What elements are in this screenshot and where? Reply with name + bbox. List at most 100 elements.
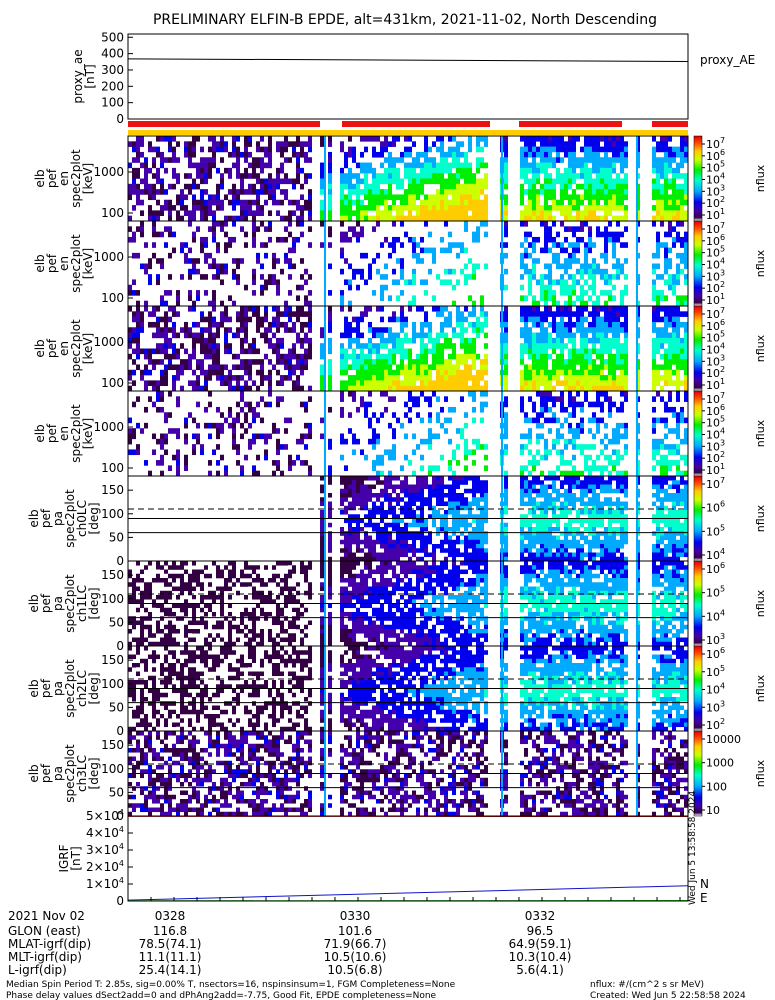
spec-cell <box>196 332 200 339</box>
spec-cell <box>280 484 284 490</box>
spec-cell <box>240 226 244 232</box>
spec-cell <box>536 236 540 243</box>
spec-cell <box>280 311 284 317</box>
spec-cell <box>244 141 248 147</box>
spec-cell <box>144 348 148 355</box>
spec-cell <box>228 151 232 158</box>
spec-cell <box>388 183 392 190</box>
spec-cell <box>268 391 272 397</box>
spec-cell <box>540 215 544 222</box>
spec-cell <box>264 284 268 291</box>
spec-cell <box>156 146 160 153</box>
spec-cell <box>524 316 528 323</box>
spec-cell <box>528 343 532 349</box>
spec-cell <box>308 141 312 147</box>
spec-cell <box>524 136 528 142</box>
spec-cell <box>152 514 156 519</box>
spec-cell <box>540 380 544 386</box>
spec-cell <box>468 385 472 392</box>
spec-cell <box>340 189 344 195</box>
spec-cell <box>460 327 464 333</box>
spec-cell <box>596 205 600 211</box>
spec-cell <box>240 548 244 553</box>
spec-cell <box>432 141 436 147</box>
spec-cell <box>392 242 396 248</box>
spec-cell <box>580 210 584 216</box>
spec-cell <box>144 306 148 312</box>
spec-cell <box>172 484 176 490</box>
spec-cell <box>672 327 676 333</box>
spec-cell <box>360 385 364 392</box>
spec-cell <box>276 460 280 466</box>
spec-cell <box>560 279 564 286</box>
spec-cell <box>656 295 660 301</box>
spec-cell <box>240 173 244 179</box>
spec-cell <box>664 306 668 312</box>
spec-cell <box>252 242 256 248</box>
spec-cell <box>664 348 668 355</box>
spec-cell <box>140 535 144 541</box>
spec-cell <box>436 205 440 211</box>
spec-cell <box>212 476 216 481</box>
spec-cell <box>412 380 416 386</box>
spec-cell <box>616 380 620 386</box>
spec-cell <box>408 210 412 216</box>
spec-cell <box>656 263 660 270</box>
spec-cell <box>304 311 308 317</box>
spec-cell <box>612 231 616 238</box>
spec-cell <box>448 146 452 153</box>
spec-cell <box>612 194 616 201</box>
spec-cell <box>280 497 284 502</box>
spec-cell <box>360 369 364 376</box>
spec-cell <box>180 359 184 365</box>
spec-cell <box>220 544 224 549</box>
spec-cell <box>348 321 352 328</box>
spec-cell <box>668 151 672 158</box>
spec-cell <box>180 514 184 519</box>
spec-cell <box>604 146 608 153</box>
spec-cell <box>572 258 576 264</box>
spec-cell <box>440 364 444 371</box>
spec-cell <box>588 231 592 238</box>
spec-cell <box>684 236 688 243</box>
spec-cell <box>180 548 184 553</box>
spec-cell <box>184 488 188 494</box>
spec-cell <box>152 476 156 481</box>
spec-cell <box>384 178 388 185</box>
spec-cell <box>536 385 540 392</box>
spec-cell <box>432 210 436 216</box>
spec-cell <box>380 242 384 248</box>
spec-cell <box>468 136 472 142</box>
spec-cell <box>580 470 584 477</box>
spec-cell <box>592 199 596 206</box>
spec-cell <box>420 183 424 190</box>
spec-cell <box>216 444 220 450</box>
spec-cell <box>684 258 688 264</box>
spec-cell <box>248 173 252 179</box>
spec-cell <box>616 136 620 142</box>
spec-cell <box>264 433 268 440</box>
spec-cell <box>304 348 308 355</box>
spec-cell <box>592 433 596 440</box>
spec-cell <box>596 337 600 344</box>
spec-cell <box>160 375 164 381</box>
spec-cell <box>176 141 180 147</box>
spec-cell <box>664 295 668 301</box>
spec-cell <box>216 552 220 558</box>
spec-cell <box>272 480 276 485</box>
spec-cell <box>448 385 452 392</box>
spec-cell <box>264 306 268 312</box>
spec-cell <box>592 194 596 201</box>
spec-cell <box>240 311 244 317</box>
spec-cell <box>684 353 688 360</box>
spec-cell <box>656 173 660 179</box>
spec-cell <box>272 488 276 494</box>
spec-cell <box>200 242 204 248</box>
spec-cell <box>576 199 580 206</box>
spec-cell <box>532 162 536 169</box>
spec-cell <box>676 189 680 195</box>
spec-cell <box>544 274 548 280</box>
spec-cell <box>128 552 132 558</box>
spec-cell <box>448 337 452 344</box>
spec-cell <box>576 359 580 365</box>
